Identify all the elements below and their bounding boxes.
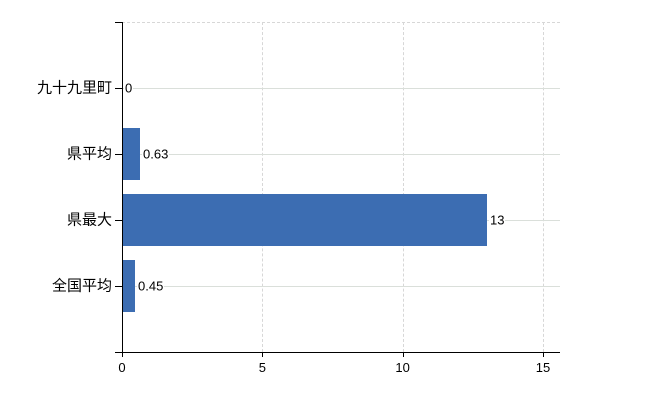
x-axis-tick xyxy=(262,352,264,357)
gridline-vertical xyxy=(543,22,544,352)
category-label: 全国平均 xyxy=(51,277,112,295)
row-gridline xyxy=(122,154,560,155)
x-axis-tick-label: 15 xyxy=(535,360,551,375)
x-axis-tick xyxy=(402,352,404,357)
value-label: 0.45 xyxy=(137,278,165,294)
bar xyxy=(122,260,135,312)
x-axis-tick-label: 5 xyxy=(258,360,266,375)
gridline-vertical xyxy=(262,22,264,352)
plot-top-border xyxy=(122,22,560,23)
row-gridline xyxy=(122,286,560,287)
x-axis-line xyxy=(115,352,560,353)
y-axis-tick xyxy=(115,154,122,155)
y-axis-tick xyxy=(115,220,122,221)
value-label: 13 xyxy=(489,212,506,228)
value-label: 0.63 xyxy=(142,146,170,162)
row-gridline xyxy=(122,88,560,89)
category-label: 九十九里町 xyxy=(36,79,112,97)
category-label: 県最大 xyxy=(66,211,112,229)
x-axis-tick xyxy=(122,352,123,357)
bar xyxy=(122,128,140,180)
x-axis-tick xyxy=(543,352,544,357)
y-axis-line xyxy=(122,22,123,352)
value-label: 0 xyxy=(124,80,134,96)
bar xyxy=(122,194,487,246)
category-label: 県平均 xyxy=(66,145,112,163)
x-axis-tick-label: 10 xyxy=(395,360,410,375)
gridline-vertical xyxy=(402,22,404,352)
y-axis-tick xyxy=(115,88,122,89)
y-axis-tick xyxy=(115,22,122,23)
y-axis-tick xyxy=(115,286,122,287)
x-axis-tick-label: 0 xyxy=(118,360,126,375)
